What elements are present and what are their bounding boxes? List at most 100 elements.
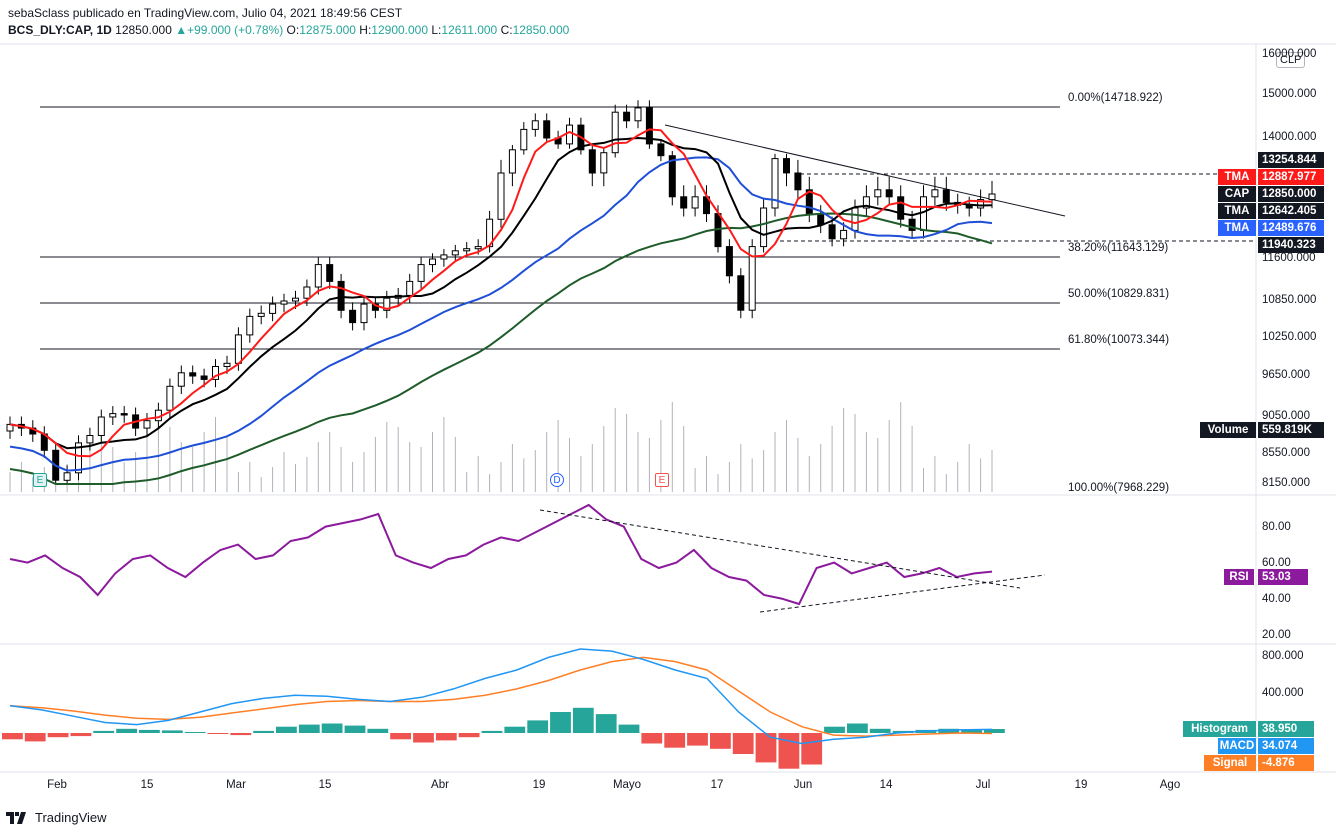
- time-axis-label: Abr: [431, 779, 449, 791]
- macd-tag-value: 34.074: [1258, 738, 1314, 754]
- price-tag-value: 12887.977: [1258, 169, 1324, 185]
- macd-histogram-bar: [276, 726, 297, 733]
- candle: [531, 120, 539, 130]
- price-tag-value: 559.819K: [1258, 422, 1324, 438]
- candle: [668, 155, 676, 198]
- price-tag-value: 11940.323: [1258, 237, 1324, 253]
- macd-histogram-bar: [824, 726, 845, 733]
- tma-green-line: [9, 212, 993, 485]
- symbol-name: BCS_DLY:CAP, 1D: [8, 23, 112, 37]
- macd-histogram-bar: [298, 724, 320, 733]
- fib-level-label: 50.00%(10829.831): [1068, 288, 1170, 300]
- candle: [417, 264, 425, 282]
- candle: [234, 334, 242, 364]
- macd-histogram-bar: [207, 733, 229, 734]
- rsi-tick-label: 80.00: [1262, 521, 1291, 533]
- candle: [828, 224, 836, 240]
- rsi-tick-label: 60.00: [1262, 557, 1291, 569]
- high-value: 12900.000: [371, 23, 429, 37]
- price-tag-value: 12850.000: [1258, 186, 1324, 202]
- fib-level-label: 100.00%(7968.229): [1068, 482, 1170, 494]
- macd-histogram-bar: [778, 733, 800, 769]
- macd-histogram-bar: [390, 733, 411, 740]
- candle: [109, 413, 117, 418]
- open-value: 12875.000: [299, 23, 356, 37]
- time-axis-label: Ago: [1159, 779, 1181, 791]
- price-tick-label: 14000.000: [1262, 131, 1317, 143]
- time-axis-label: 17: [710, 779, 724, 791]
- price-tag-name: TMA: [1218, 203, 1256, 219]
- currency-button[interactable]: CLP: [1276, 52, 1306, 68]
- change-icon: ▲: [175, 23, 188, 37]
- candle: [794, 172, 802, 191]
- candle: [897, 196, 905, 220]
- last-price: 12850.000: [115, 23, 172, 37]
- candle: [508, 149, 516, 174]
- tradingview-logo[interactable]: TradingView: [6, 810, 107, 825]
- candle: [269, 303, 277, 314]
- macd-histogram-bar: [550, 712, 571, 733]
- tma-black-line: [9, 136, 993, 450]
- signal-line: [9, 656, 993, 737]
- publish-info: sebaSclass publicado en TradingView.com,…: [8, 6, 403, 20]
- price-tick-label: 16000.000: [1262, 48, 1317, 60]
- event-marker: D: [550, 473, 564, 487]
- macd-histogram-bar: [801, 733, 823, 765]
- candle: [75, 442, 82, 474]
- candle: [840, 229, 848, 240]
- time-axis-label: Mayo: [612, 779, 642, 791]
- candle: [383, 297, 391, 311]
- macd-histogram-bar: [230, 733, 252, 736]
- time-axis-label: 19: [532, 779, 546, 791]
- low-value: 12611.000: [441, 23, 498, 37]
- candle: [497, 172, 505, 220]
- candle: [691, 196, 699, 209]
- candle: [908, 218, 916, 231]
- candle: [440, 254, 448, 260]
- macd-histogram-bar: [504, 726, 526, 733]
- candle: [360, 303, 368, 324]
- macd-histogram-bar: [435, 733, 457, 741]
- macd-histogram-bar: [687, 733, 708, 746]
- candle: [862, 196, 870, 209]
- macd-histogram-bar: [481, 730, 503, 733]
- tradingview-logo-icon: [6, 811, 26, 824]
- candle: [303, 286, 311, 299]
- candle: [623, 111, 631, 122]
- macd-histogram-bar: [710, 733, 731, 749]
- macd-histogram-bar: [664, 733, 686, 748]
- event-marker: E: [655, 473, 669, 487]
- candle: [223, 362, 231, 367]
- candle: [760, 207, 768, 248]
- price-tick-label: 15000.000: [1262, 88, 1317, 100]
- time-axis-label: 15: [140, 779, 154, 791]
- macd-histogram-bar: [161, 730, 183, 733]
- macd-histogram-bar: [321, 723, 343, 733]
- candle: [120, 413, 128, 416]
- macd-histogram-bar: [527, 720, 549, 733]
- price-tick-label: 10850.000: [1262, 294, 1317, 306]
- time-axis-label: Feb: [47, 779, 67, 791]
- fib-level-label: 38.20%(11643.129): [1068, 242, 1169, 254]
- rsi-tick-label: 20.00: [1262, 629, 1291, 641]
- candle: [314, 264, 322, 288]
- candle: [851, 207, 859, 231]
- rsi-tick-label: 40.00: [1262, 593, 1291, 605]
- event-marker: E: [33, 473, 47, 487]
- candle: [63, 472, 71, 481]
- symbol-ohlc-line: BCS_DLY:CAP, 1D 12850.000 ▲+99.000 (+0.7…: [8, 23, 570, 37]
- candle: [143, 420, 151, 429]
- tma-blue-line: [9, 156, 993, 472]
- time-axis-label: 15: [318, 779, 332, 791]
- candle: [292, 297, 299, 302]
- macd-histogram-bar: [253, 730, 274, 733]
- macd-histogram-bar: [732, 733, 754, 754]
- price-tag-value: 12642.405: [1258, 203, 1324, 219]
- candle: [725, 246, 733, 277]
- macd-line: [9, 648, 993, 745]
- macd-histogram-bar: [869, 728, 891, 733]
- candle: [783, 158, 790, 174]
- price-tick-label: 11600.000: [1262, 252, 1316, 264]
- price-tick-label: 10250.000: [1262, 331, 1317, 343]
